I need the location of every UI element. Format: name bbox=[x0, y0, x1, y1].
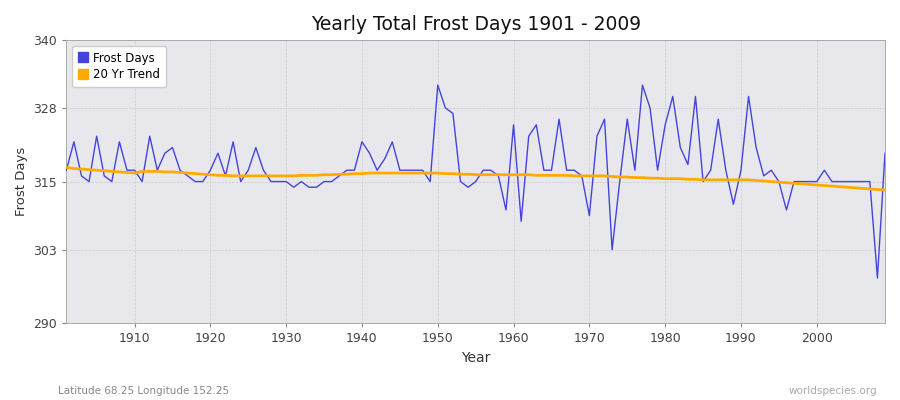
Text: Latitude 68.25 Longitude 152.25: Latitude 68.25 Longitude 152.25 bbox=[58, 386, 230, 396]
X-axis label: Year: Year bbox=[461, 351, 491, 365]
Y-axis label: Frost Days: Frost Days bbox=[15, 147, 28, 216]
Title: Yearly Total Frost Days 1901 - 2009: Yearly Total Frost Days 1901 - 2009 bbox=[310, 15, 641, 34]
Text: worldspecies.org: worldspecies.org bbox=[789, 386, 877, 396]
Legend: Frost Days, 20 Yr Trend: Frost Days, 20 Yr Trend bbox=[72, 46, 166, 87]
